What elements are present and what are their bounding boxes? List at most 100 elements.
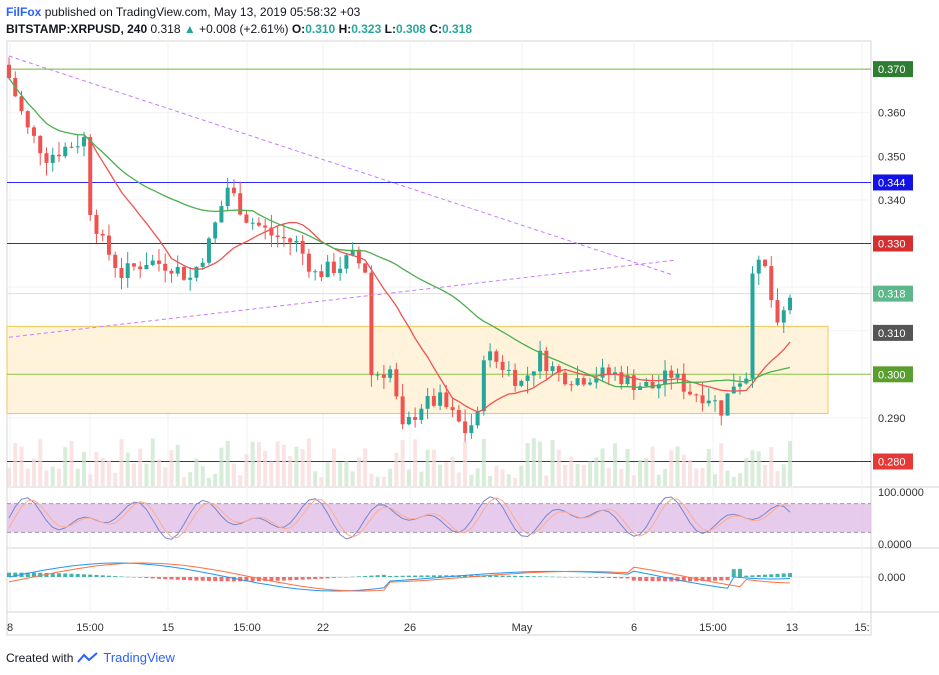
price-tick-label: 0.340 (878, 195, 906, 207)
volume-bar (181, 477, 186, 486)
macd-histogram-bar (688, 577, 693, 582)
volume-bar (350, 471, 355, 486)
price-change: +0.008 (+2.61%) (199, 22, 289, 36)
support-zone (6, 325, 829, 415)
volume-bar (269, 461, 274, 486)
symbol-label[interactable]: BITSTAMP:XRPUSD, 240 (6, 22, 148, 36)
macd-histogram-bar (138, 577, 143, 578)
publisher-name[interactable]: FilFox (6, 5, 42, 19)
candle-body (38, 135, 43, 154)
time-tick-label: 6 (631, 622, 637, 634)
volume-bar (113, 472, 118, 486)
volume-bar (388, 468, 393, 486)
candle-body (200, 262, 205, 267)
macd-histogram-bar (406, 575, 411, 577)
volume-bar (631, 475, 636, 486)
macd-histogram-bar (94, 574, 99, 577)
candle-body (563, 372, 568, 385)
volume-bar (206, 477, 211, 486)
volume-bar (294, 446, 299, 486)
candle-body (294, 240, 299, 243)
candle-body (119, 267, 124, 279)
candle-body (113, 254, 118, 268)
volume-bar (506, 474, 511, 486)
price-badge (873, 453, 913, 470)
candle-body (206, 238, 211, 263)
volume-bar (431, 449, 436, 486)
volume-bar (281, 444, 286, 486)
candle-body (475, 411, 480, 426)
volume-bar (450, 456, 455, 486)
macd-histogram-bar (513, 575, 518, 577)
candle-body (606, 367, 611, 375)
volume-bar (256, 442, 261, 486)
volume-bar (375, 476, 380, 486)
candle-body (225, 187, 230, 207)
macd-histogram-bar (738, 568, 743, 577)
volume-bar (519, 465, 524, 486)
macd-histogram-bar (506, 575, 511, 577)
candle-body (106, 235, 111, 255)
volume-bar (469, 474, 474, 486)
candle-body (44, 153, 49, 163)
candle-body (781, 310, 786, 323)
macd-histogram-bar (275, 577, 280, 581)
volume-bar (600, 448, 605, 486)
macd-histogram-bar (113, 576, 118, 577)
candle-body (25, 111, 30, 128)
volume-bar (231, 463, 236, 486)
candle-body (381, 374, 386, 378)
price-badge-label: 0.318 (878, 289, 906, 301)
macd-histogram-bar (656, 577, 661, 582)
candle-body (325, 261, 330, 278)
candle-body (419, 408, 424, 420)
candle-body (488, 351, 493, 361)
volume-bar (606, 467, 611, 486)
candle-body (281, 237, 286, 239)
candle-body (269, 227, 274, 236)
candle-body (169, 270, 174, 274)
price-badge-label: 0.280 (878, 457, 906, 469)
volume-bar (656, 474, 661, 486)
macd-histogram-bar (388, 576, 393, 577)
macd-histogram-bar (488, 575, 493, 577)
candle-body (425, 396, 430, 409)
macd-histogram-bar (181, 577, 186, 581)
macd-histogram-bar (719, 577, 724, 581)
volume-bar (494, 465, 499, 486)
time-tick-label: 26 (404, 622, 416, 634)
volume-bar (544, 475, 549, 486)
volume-bar (613, 443, 618, 486)
macd-histogram-bar (556, 576, 561, 578)
macd-histogram-bar (213, 577, 218, 582)
macd-histogram-bar (600, 577, 605, 578)
price-badge (873, 61, 913, 78)
candle-body (144, 265, 149, 270)
tradingview-brand-link[interactable]: TradingView (103, 650, 175, 665)
candle-body (156, 260, 161, 264)
price-badge-label: 0.344 (878, 177, 906, 189)
macd-histogram-bar (125, 576, 130, 578)
volume-bar (444, 462, 449, 486)
volume-bar (588, 461, 593, 486)
candle-body (413, 416, 418, 420)
candle-body (788, 297, 792, 311)
stochastic-band (7, 503, 871, 533)
candle-body (194, 266, 199, 278)
macd-histogram-bar (725, 577, 730, 581)
macd-histogram-bar (150, 577, 155, 579)
macd-histogram-bar (356, 576, 361, 577)
macd-histogram-bar (663, 577, 668, 582)
candle-body (713, 400, 718, 402)
volume-bar (7, 468, 11, 486)
candle-body (744, 378, 749, 384)
price-tick-label: 0.290 (878, 413, 906, 425)
volume-bar (731, 477, 736, 486)
macd-histogram-bar (644, 577, 649, 582)
candle-body (338, 268, 343, 273)
candle-body (656, 384, 661, 389)
volume-bar (25, 468, 30, 486)
macd-histogram-bar (431, 575, 436, 577)
volume-bar (263, 450, 268, 486)
